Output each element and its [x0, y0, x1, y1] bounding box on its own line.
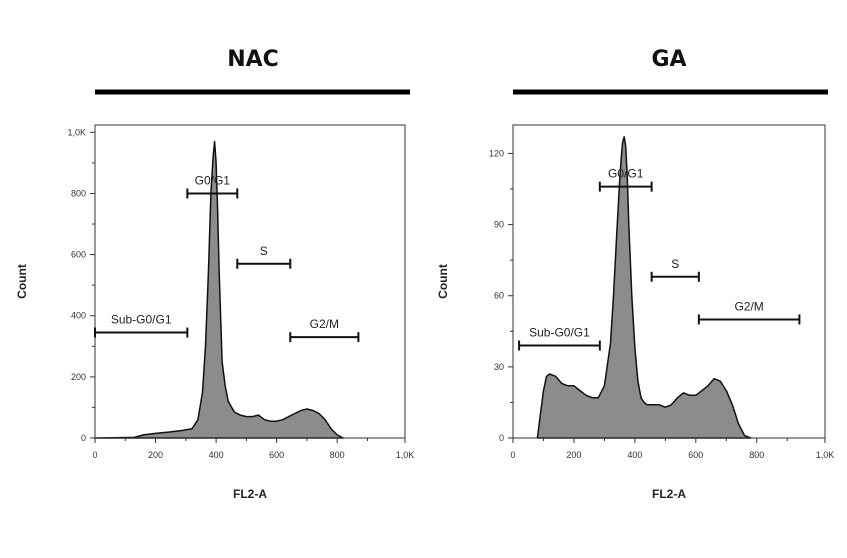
panel-2-gate-sub-g0-g1: Sub-G0/G1: [518, 326, 601, 351]
panel-2-y-tick-label: 30: [494, 362, 504, 372]
panel-2-plot-frame: [512, 124, 826, 439]
panel-1-y-tick-label: 600: [71, 250, 86, 260]
panel-2-histogram: [536, 136, 752, 439]
panel-1-x-tick-label: 600: [269, 450, 284, 460]
panel-2-title: GA: [651, 47, 686, 72]
panel-1-x-axis-title: FL2-A: [233, 487, 267, 501]
panel-1-gate-sub-g0-g1-label: Sub-G0/G1: [111, 313, 172, 327]
panel-1-gate-g0-g1-label: G0/G1: [195, 173, 231, 187]
panel-2-y-tick-label: 0: [499, 433, 504, 443]
panel-2-x-tick-label: 200: [566, 450, 581, 460]
panel-1: NAC 0 200 400 600 800 1,0K 0 200 400 600 800 1,0K FL2…: [15, 47, 414, 501]
panel-1-x-tick-label: 1,0K: [396, 450, 415, 460]
panel-2-y-tick-label: 120: [489, 148, 504, 158]
panel-1-x-tick-label: 400: [209, 450, 224, 460]
panel-1-gate-g2-m-label: G2/M: [310, 317, 339, 331]
panel-2-gate-g0-g1: G0/G1: [598, 167, 653, 192]
panel-1-x-tick-label: 200: [148, 450, 163, 460]
panel-2-gate-sub-g0-g1-label: Sub-G0/G1: [529, 326, 590, 340]
panel-1-gate-s: S: [236, 244, 292, 269]
panel-1-y-tick-label: 1,0K: [67, 127, 86, 137]
panel-2-x-tick-label: 1,0K: [816, 450, 835, 460]
panel-2-gate-g2-m-label: G2/M: [734, 299, 763, 313]
panel-2-gate-g2-m: G2/M: [697, 299, 801, 325]
panel-1-y-tick-label: 400: [71, 311, 86, 321]
panel-1-y-axis-title: Count: [15, 264, 29, 299]
panel-2-x-tick-label: 600: [688, 450, 703, 460]
panel-1-y-tick-label: 800: [71, 188, 86, 198]
panel-2-x-tick-label: 400: [627, 450, 642, 460]
panel-2-x-tick-label: 800: [749, 450, 764, 460]
panel-1-x-tick-label: 0: [92, 450, 97, 460]
panel-1-histogram: [94, 140, 344, 439]
panel-1-x-tick-label: 800: [330, 450, 345, 460]
panel-2-gate-s: S: [650, 257, 700, 282]
panel-2-x-axis-title: FL2-A: [652, 487, 686, 501]
panel-1-gate-g2-m: G2/M: [289, 317, 360, 343]
panel-1-gate-g0-g1: G0/G1: [186, 173, 239, 199]
panel-1-y-tick-label: 0: [81, 433, 86, 443]
panel-2: GA 0 200 400 600 800 1,0K 0 30 60 90 120 FL2-A Count S…: [436, 47, 834, 501]
panel-1-y-tick-label: 200: [71, 372, 86, 382]
panel-2-y-tick-label: 90: [494, 220, 504, 230]
panel-2-x-tick-label: 0: [510, 450, 515, 460]
panel-2-y-tick-label: 60: [494, 291, 504, 301]
panel-2-y-axis-title: Count: [436, 264, 450, 299]
panel-2-gate-g0-g1-label: G0/G1: [608, 167, 644, 181]
panel-1-gate-sub-g0-g1: Sub-G0/G1: [94, 313, 189, 338]
panel-1-title: NAC: [227, 47, 279, 72]
panel-2-gate-s-label: S: [671, 257, 679, 271]
panel-1-gate-s-label: S: [260, 244, 268, 258]
panel-1-plot-frame: [94, 124, 406, 439]
